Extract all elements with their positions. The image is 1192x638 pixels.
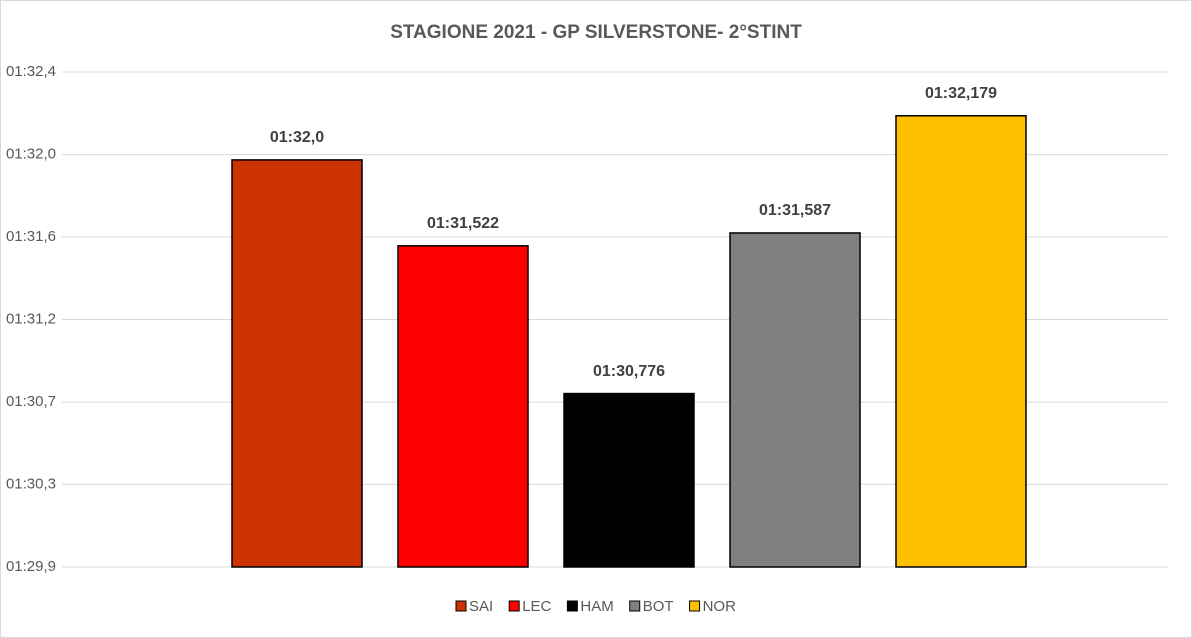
y-tick-label: 01:30,7 [6,393,56,410]
y-tick-label: 01:31,6 [6,228,56,245]
legend-label: SAI [469,598,493,615]
legend-label: HAM [580,598,613,615]
legend-swatch [629,600,641,612]
y-tick-label: 01:32,0 [6,146,56,163]
y-tick-label: 01:29,9 [6,558,56,575]
bar [397,245,529,568]
y-tick-label: 01:31,2 [6,310,56,327]
legend-label: NOR [703,598,737,615]
bar [895,115,1027,568]
bar [729,232,861,568]
legend-swatch [508,600,520,612]
y-tick-label: 01:32,4 [6,63,56,80]
data-label: 01:31,522 [427,215,499,232]
bar [563,392,695,568]
legend-label: BOT [643,598,674,615]
data-label: 01:32,0 [270,129,324,146]
legend-swatch [566,600,578,612]
legend-label: LEC [522,598,551,615]
chart-title: STAGIONE 2021 - GP SILVERSTONE- 2°STINT [390,22,802,43]
data-label: 01:31,587 [759,202,831,219]
data-label: 01:30,776 [593,363,665,380]
legend-swatch [689,600,701,612]
bar [231,159,363,568]
legend-swatch [455,600,467,612]
y-tick-label: 01:30,3 [6,475,56,492]
data-label: 01:32,179 [925,85,997,102]
